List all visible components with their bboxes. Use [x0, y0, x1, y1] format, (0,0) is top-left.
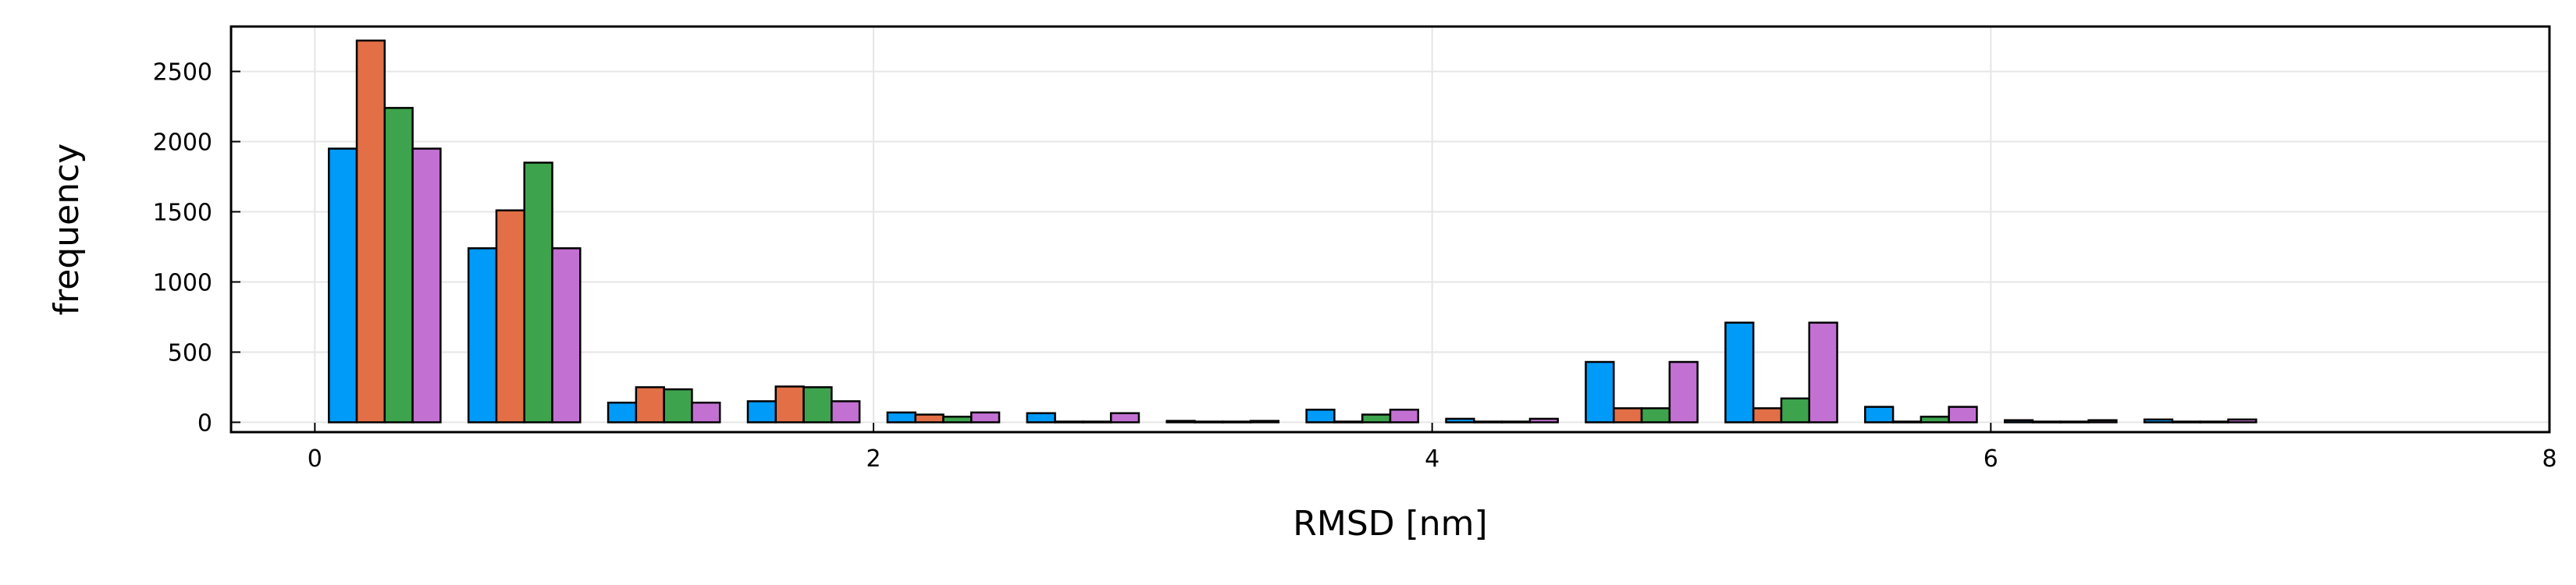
plot-frame	[229, 25, 2551, 434]
bar	[1528, 417, 1559, 424]
x-axis-label: RMSD [nm]	[1293, 504, 1487, 544]
y-axis-label: frequency	[47, 144, 87, 316]
bar	[663, 388, 693, 424]
x-tick-label: 6	[1984, 445, 1998, 473]
bar	[1361, 413, 1392, 424]
bar	[1333, 420, 1364, 424]
bar	[551, 247, 582, 424]
bar	[1165, 420, 1196, 424]
bar	[1585, 360, 1615, 424]
bars-group	[327, 39, 2258, 424]
bar	[2031, 420, 2062, 424]
y-tick-label: 500	[168, 339, 212, 367]
grid-lines	[231, 27, 2550, 432]
bar	[327, 147, 358, 424]
bar	[1500, 420, 1532, 424]
bar	[355, 39, 386, 424]
bar	[1613, 407, 1643, 424]
x-tick-label: 8	[2542, 445, 2556, 473]
bar	[2143, 418, 2174, 424]
bar	[2003, 419, 2034, 424]
bar	[1864, 406, 1895, 424]
bar	[1109, 412, 1140, 424]
bar	[1082, 420, 1112, 424]
bar	[2227, 418, 2258, 424]
axis-ticks: 0 2 4 6 8 0 500 1000 1500 2000 2500	[153, 59, 2557, 473]
bar	[774, 385, 805, 424]
bar	[1026, 412, 1056, 424]
bar	[1808, 321, 1838, 424]
bar	[2199, 420, 2229, 424]
bar	[1752, 407, 1783, 424]
bar	[467, 247, 498, 424]
y-tick-label: 1500	[153, 200, 212, 227]
bar	[607, 401, 638, 424]
bar	[635, 386, 665, 424]
bar	[1948, 406, 1978, 424]
bar	[1668, 360, 1699, 424]
x-tick-label: 0	[308, 445, 322, 473]
bar	[914, 413, 945, 424]
bar	[1891, 420, 1923, 424]
bar	[1222, 420, 1252, 424]
bar	[831, 400, 861, 424]
bar	[411, 147, 442, 424]
y-tick-label: 0	[197, 410, 212, 437]
bar	[1249, 420, 1280, 424]
bar	[1054, 420, 1084, 424]
bar	[1724, 321, 1755, 424]
bar	[2087, 419, 2118, 424]
x-tick-label: 2	[866, 445, 881, 473]
bar	[691, 401, 721, 424]
bar	[2171, 420, 2201, 424]
bar	[1473, 420, 1503, 424]
bar	[495, 209, 525, 424]
y-tick-label: 2000	[153, 129, 212, 157]
bar	[1194, 420, 1224, 424]
bar	[942, 415, 973, 424]
bar	[802, 386, 833, 424]
bar	[2059, 420, 2090, 424]
bar	[746, 400, 777, 424]
bar	[1920, 415, 1950, 424]
y-tick-label: 2500	[153, 59, 212, 87]
bar	[1305, 408, 1336, 424]
bar	[1445, 417, 1475, 424]
bar	[970, 411, 1001, 424]
bar	[886, 411, 916, 424]
bar	[1640, 407, 1671, 424]
bar	[383, 107, 414, 424]
bar	[523, 161, 553, 424]
bar	[1389, 408, 1420, 424]
x-tick-label: 4	[1425, 445, 1439, 473]
bar	[1780, 397, 1810, 424]
y-tick-label: 1000	[153, 269, 212, 296]
